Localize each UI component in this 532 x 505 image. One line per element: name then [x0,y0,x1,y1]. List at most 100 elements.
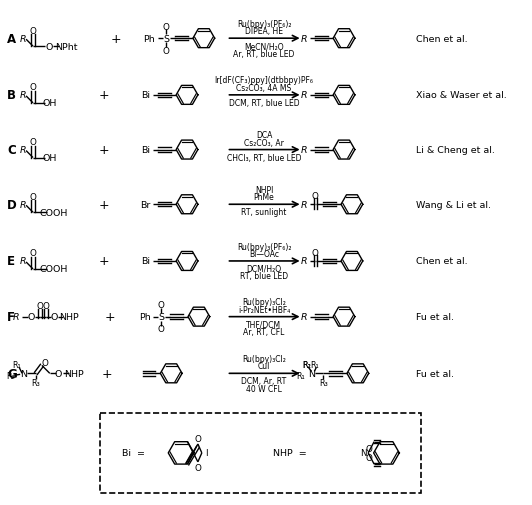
Text: S: S [163,35,169,43]
Text: R: R [20,146,27,155]
Text: O: O [194,464,201,472]
Text: Ir[dF(CF₃)ppy](dtbbpy)PF₆: Ir[dF(CF₃)ppy](dtbbpy)PF₆ [214,76,313,85]
Text: O: O [365,452,372,462]
Text: R: R [20,35,27,43]
Text: +: + [99,198,110,212]
Text: Li & Cheng et al.: Li & Cheng et al. [416,146,495,155]
Text: N: N [21,369,28,378]
Text: O: O [41,358,48,367]
Text: O: O [30,192,36,201]
Text: Ru(bpy)₃Cl₂: Ru(bpy)₃Cl₂ [242,354,286,363]
Text: O: O [27,313,35,322]
Bar [100,413,421,493]
Text: R: R [301,91,308,100]
Text: E: E [7,255,15,268]
Text: O: O [194,435,201,443]
Text: +: + [111,33,121,45]
Text: R₂: R₂ [302,360,311,369]
Text: G: G [7,367,17,380]
Text: Ph: Ph [139,313,151,322]
Text: Chen et al.: Chen et al. [416,35,468,43]
Text: DCM/H₂O: DCM/H₂O [246,265,281,273]
Text: F: F [7,311,15,324]
Text: N: N [308,369,315,378]
Text: COOH: COOH [39,208,68,217]
Text: S: S [159,313,164,322]
Text: B: B [7,89,16,102]
Text: O: O [30,138,36,147]
Text: R₁: R₁ [12,360,21,369]
Text: PhMe: PhMe [254,193,275,202]
Text: Bi  =: Bi = [122,448,145,458]
Text: O: O [312,191,319,200]
Text: DCA: DCA [256,131,272,140]
Text: O: O [163,23,170,32]
Text: Ru(bpy)₃Cl₂: Ru(bpy)₃Cl₂ [242,297,286,307]
Text: N: N [360,448,367,458]
Text: O: O [30,27,36,36]
Text: O: O [30,249,36,258]
Text: D: D [7,198,17,212]
Text: DCM, Ar, RT: DCM, Ar, RT [242,377,287,385]
Text: O: O [163,46,170,56]
Text: R₂: R₂ [302,360,311,369]
Text: NPht: NPht [55,42,78,52]
Text: MeCN/H₂O: MeCN/H₂O [244,42,284,51]
Text: O: O [43,301,49,311]
Text: R: R [301,35,308,43]
Text: R: R [301,257,308,266]
Text: Chen et al.: Chen et al. [416,257,468,266]
Text: Br: Br [140,200,151,210]
Text: O: O [158,324,165,333]
Text: I: I [205,448,208,458]
Text: Ph: Ph [144,35,155,43]
Text: NHPI: NHPI [255,185,273,194]
Text: R: R [301,200,308,210]
Text: NHP: NHP [64,369,85,378]
Text: RT, blue LED: RT, blue LED [240,272,288,281]
Text: R: R [13,313,20,322]
Text: Xiao & Waser et al.: Xiao & Waser et al. [416,91,507,100]
Text: Bi: Bi [141,91,150,100]
Text: Ru(bpy)₃(PF₆)₂: Ru(bpy)₃(PF₆)₂ [237,242,292,251]
Text: +: + [105,311,115,324]
Text: R: R [20,257,27,266]
Text: R: R [20,200,27,210]
Text: +: + [99,255,110,268]
Text: DCM, RT, blue LED: DCM, RT, blue LED [229,98,300,108]
Text: O: O [30,83,36,92]
Text: R₁: R₁ [310,360,319,369]
Text: +: + [99,89,110,102]
Text: Bi: Bi [141,257,150,266]
Text: CHCl₃, RT, blue LED: CHCl₃, RT, blue LED [227,153,301,162]
Text: NHP  =: NHP = [273,448,306,458]
Text: R: R [301,313,308,322]
Text: R₃: R₃ [31,378,40,387]
Text: THF/DCM: THF/DCM [246,320,281,329]
Text: R: R [20,91,27,100]
Text: CuI: CuI [258,362,270,371]
Text: O: O [37,301,43,311]
Text: Ar, RT, blue LED: Ar, RT, blue LED [234,49,295,59]
Text: O: O [50,313,57,322]
Text: O: O [158,300,165,310]
Text: A: A [7,33,16,45]
Text: Wang & Li et al.: Wang & Li et al. [416,200,491,210]
Text: O: O [55,369,62,378]
Text: R₁: R₁ [296,371,305,380]
Text: 40 W CFL: 40 W CFL [246,384,282,393]
Text: Cs₂CO₃, Ar: Cs₂CO₃, Ar [244,138,284,147]
Text: Bi—OAc: Bi—OAc [249,249,279,259]
Text: OH: OH [43,154,57,163]
Text: O: O [365,444,372,453]
Text: Fu et al.: Fu et al. [416,369,454,378]
Text: R: R [301,146,308,155]
Text: DIPEA, HE: DIPEA, HE [245,27,283,36]
Text: Bi: Bi [141,146,150,155]
Text: Ru(bpy)₃(PF₆)₂: Ru(bpy)₃(PF₆)₂ [237,20,292,29]
Text: i-Pr₂NEt•HBF₄: i-Pr₂NEt•HBF₄ [238,305,290,314]
Text: RT, sunlight: RT, sunlight [242,208,287,217]
Text: O: O [312,248,319,257]
Text: +: + [99,144,110,157]
Text: NHP: NHP [59,313,78,322]
